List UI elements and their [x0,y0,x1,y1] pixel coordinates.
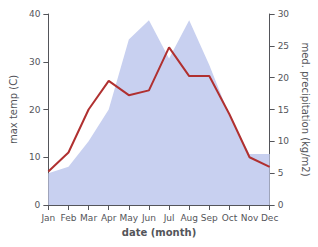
svg-text:Nov: Nov [241,213,259,223]
svg-text:Oct: Oct [222,213,238,223]
svg-text:20: 20 [278,73,290,83]
svg-text:30: 30 [278,9,290,19]
svg-text:Apr: Apr [101,213,117,223]
svg-text:10: 10 [278,136,290,146]
svg-text:Jun: Jun [141,213,156,223]
svg-text:40: 40 [29,9,41,19]
svg-text:20: 20 [29,105,41,115]
svg-text:med. precipitation (kg/m2): med. precipitation (kg/m2) [300,42,311,176]
svg-text:Jan: Jan [40,213,55,223]
svg-text:date (month): date (month) [122,227,196,238]
svg-text:Sep: Sep [201,213,218,223]
svg-text:30: 30 [29,57,41,67]
svg-text:5: 5 [278,168,284,178]
svg-text:max temp (C): max temp (C) [8,75,19,144]
svg-text:Feb: Feb [61,213,77,223]
svg-text:Dec: Dec [261,213,278,223]
svg-text:15: 15 [278,105,289,115]
svg-text:May: May [120,213,139,223]
svg-text:Aug: Aug [180,213,198,223]
svg-text:Mar: Mar [80,213,97,223]
svg-text:0: 0 [35,200,41,210]
svg-text:25: 25 [278,41,289,51]
svg-text:0: 0 [278,200,284,210]
svg-text:Jul: Jul [163,213,175,223]
svg-text:10: 10 [29,152,41,162]
